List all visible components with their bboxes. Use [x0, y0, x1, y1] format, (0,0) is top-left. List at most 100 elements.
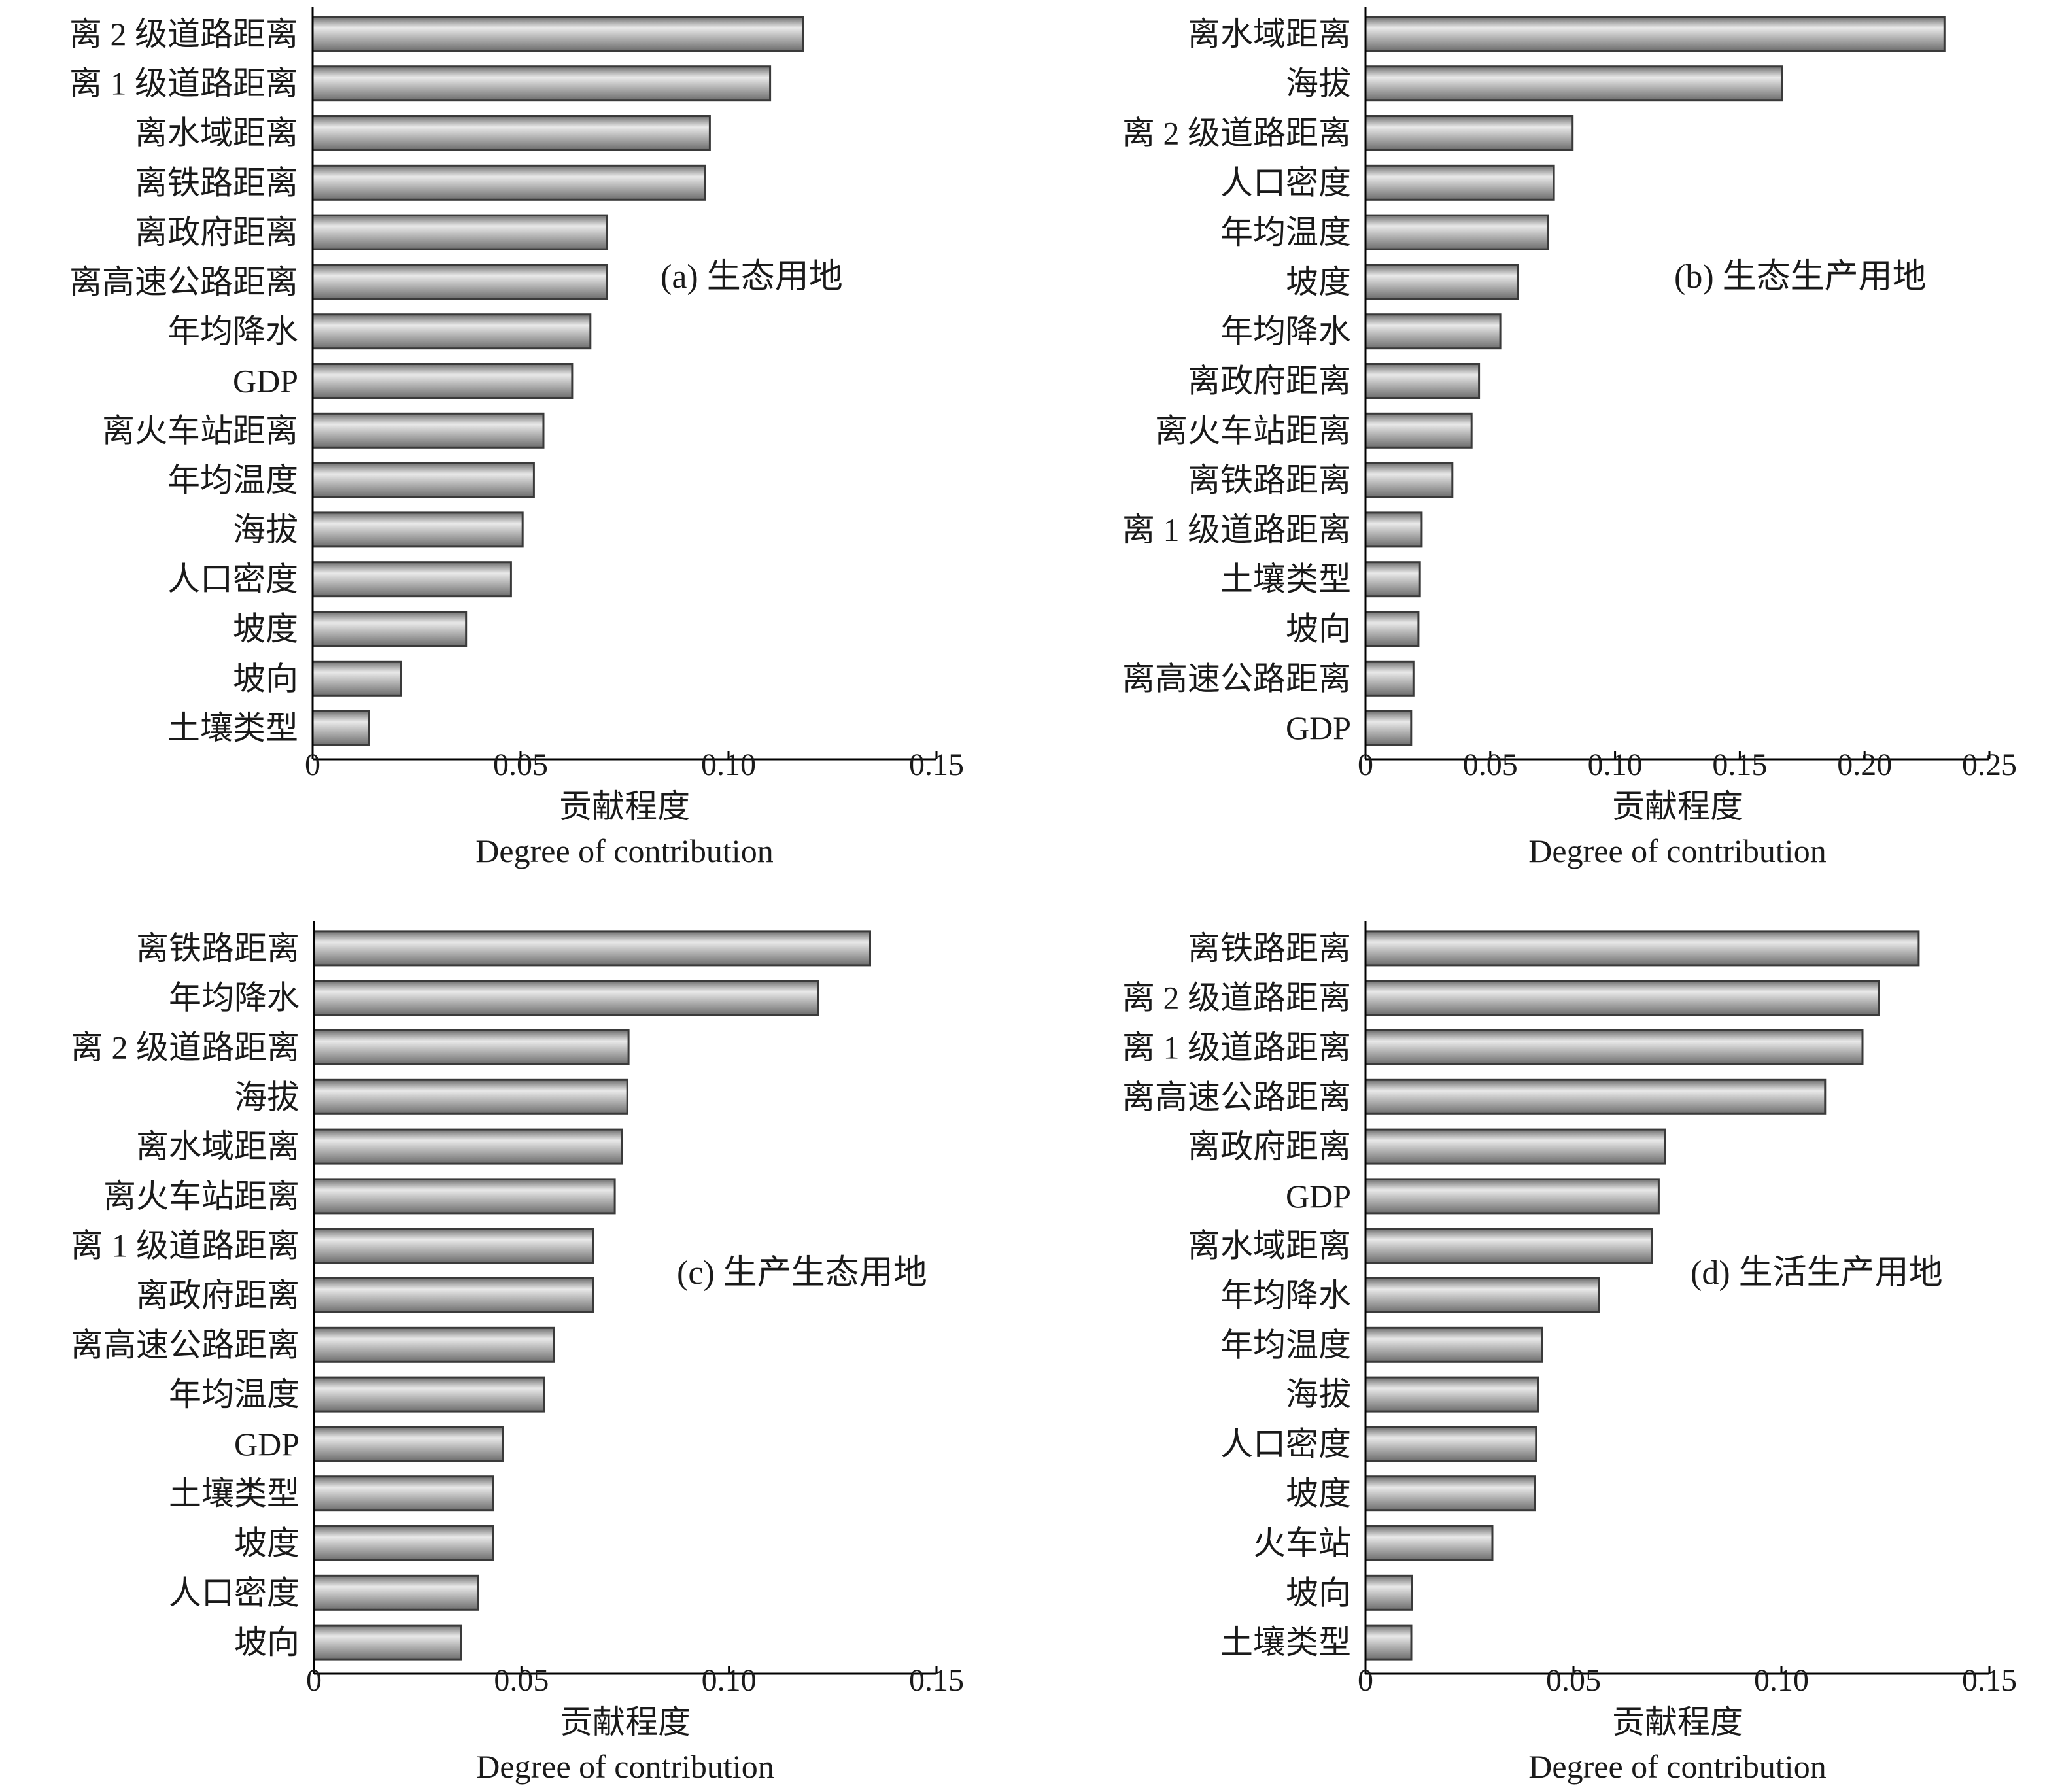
- category-label: 离水域距离: [1188, 16, 1351, 52]
- panel-annotation: (c) 生产生态用地: [677, 1254, 927, 1292]
- bar: [1364, 930, 1920, 967]
- category-label: 离政府距离: [135, 214, 298, 250]
- category-label: 离铁路距离: [1188, 462, 1351, 498]
- x-axis-title: 贡献程度: [1612, 1704, 1743, 1740]
- category-label: 年均降水: [1220, 313, 1351, 350]
- bar: [1364, 1029, 1864, 1065]
- bar: [1364, 980, 1880, 1016]
- category-label: 离 2 级道路距离: [1122, 980, 1351, 1016]
- category-label: GDP: [1286, 710, 1351, 746]
- category-label: 土壤类型: [167, 710, 298, 746]
- x-axis-title: 贡献程度: [1612, 788, 1743, 825]
- category-label: 土壤类型: [169, 1475, 300, 1512]
- bar: [313, 1525, 494, 1561]
- category-label: 离政府距离: [136, 1277, 300, 1314]
- category-label: 土壤类型: [1220, 561, 1351, 598]
- bar: [311, 710, 370, 746]
- bar: [311, 214, 608, 250]
- category-label: 离 1 级道路距离: [71, 1228, 300, 1264]
- category-label: 年均温度: [169, 1376, 300, 1413]
- x-tick-label: 0.05: [494, 1663, 549, 1698]
- bar: [313, 1376, 545, 1413]
- category-label: 坡向: [1286, 611, 1351, 647]
- bar: [311, 115, 711, 151]
- bar: [1364, 1525, 1494, 1561]
- category-label: 坡度: [234, 1525, 300, 1562]
- bar: [1364, 561, 1421, 598]
- panel-annotation: (d) 生活生产用地: [1691, 1254, 1943, 1292]
- x-tick-label: 0.15: [1962, 1663, 2017, 1698]
- x-tick-label: 0.15: [1712, 748, 1767, 782]
- category-label: 离火车站距离: [103, 1178, 300, 1215]
- category-label: 离 1 级道路距离: [1122, 1029, 1351, 1066]
- category-label: 人口密度: [1220, 1426, 1351, 1462]
- x-tick-label: 0.25: [1962, 748, 2017, 782]
- bar: [313, 1128, 623, 1165]
- bar: [311, 164, 706, 201]
- category-label: 人口密度: [169, 1574, 300, 1611]
- bar: [1364, 1078, 1827, 1115]
- category-label: 离高速公路距离: [69, 264, 298, 300]
- x-axis-title-en: Degree of contribution: [476, 1748, 774, 1785]
- bar: [313, 1228, 594, 1264]
- category-label: 年均降水: [1220, 1277, 1351, 1314]
- bar: [1364, 214, 1549, 250]
- bar: [313, 1574, 479, 1611]
- x-axis-title-en: Degree of contribution: [1528, 833, 1826, 869]
- bar: [1364, 1624, 1413, 1661]
- bar: [1364, 164, 1555, 201]
- x-axis-title: 贡献程度: [560, 1704, 691, 1740]
- x-tick-label: 0: [306, 1663, 322, 1698]
- category-label: 海拔: [233, 511, 298, 548]
- bar: [311, 462, 535, 498]
- category-label: 离 2 级道路距离: [69, 16, 298, 52]
- category-label: 离高速公路距离: [1122, 1078, 1351, 1115]
- bar: [313, 1426, 504, 1462]
- category-label: 离铁路距离: [136, 930, 300, 967]
- bar: [1364, 611, 1420, 647]
- category-label: 离 2 级道路距离: [71, 1029, 300, 1066]
- bar: [313, 1624, 462, 1661]
- bar: [1364, 1277, 1600, 1313]
- x-tick-label: 0.05: [1546, 1663, 1601, 1698]
- x-tick-label: 0.10: [1588, 748, 1643, 782]
- bar: [1364, 264, 1519, 300]
- x-tick-label: 0: [305, 748, 320, 782]
- bar: [313, 1078, 628, 1115]
- x-tick-label: 0.10: [1754, 1663, 1809, 1698]
- bar: [311, 412, 545, 449]
- category-label: 坡度: [1286, 264, 1351, 300]
- bar: [311, 65, 772, 102]
- bar: [1364, 1376, 1539, 1413]
- bar: [311, 561, 512, 598]
- bar: [1364, 1178, 1660, 1215]
- bar: [1364, 660, 1415, 697]
- category-label: 离 2 级道路距离: [1122, 115, 1351, 152]
- bar: [1364, 462, 1454, 498]
- category-label: 离 1 级道路距离: [1122, 511, 1351, 548]
- x-tick-label: 0: [1358, 1663, 1373, 1698]
- category-label: 离火车站距离: [102, 412, 298, 449]
- category-label: 火车站: [1253, 1525, 1351, 1562]
- bar: [313, 1326, 555, 1363]
- bar: [1364, 1426, 1537, 1462]
- category-label: 坡度: [233, 611, 298, 647]
- x-tick-label: 0.10: [702, 1663, 757, 1698]
- category-label: 离水域距离: [1188, 1228, 1351, 1264]
- bar: [313, 1178, 616, 1215]
- x-axis-title: 贡献程度: [559, 788, 690, 825]
- bar: [1364, 412, 1473, 449]
- category-label: 离政府距离: [1188, 1128, 1351, 1165]
- x-tick-label: 0.15: [909, 748, 964, 782]
- category-label: 离高速公路距离: [1122, 660, 1351, 697]
- category-label: 坡度: [1286, 1475, 1351, 1512]
- bar: [311, 264, 608, 300]
- bar: [1364, 1475, 1536, 1512]
- category-label: 离水域距离: [136, 1128, 300, 1165]
- bar: [311, 363, 574, 399]
- category-label: 土壤类型: [1220, 1624, 1351, 1661]
- category-label: 海拔: [234, 1078, 300, 1115]
- bar: [311, 660, 402, 697]
- category-label: 离铁路距离: [135, 164, 298, 201]
- category-label: 坡向: [234, 1624, 300, 1661]
